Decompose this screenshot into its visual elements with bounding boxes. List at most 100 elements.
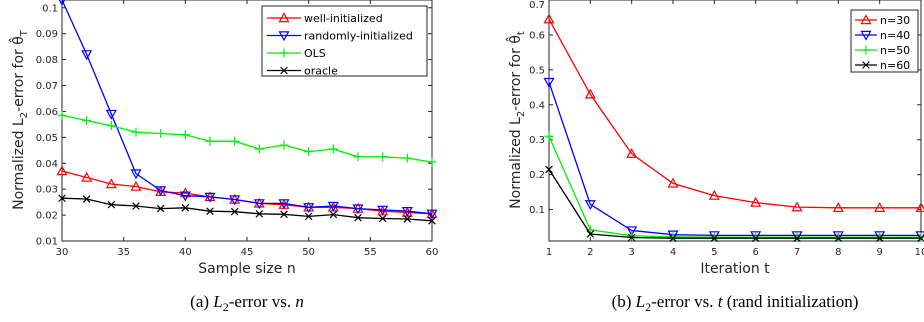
data-point (107, 200, 116, 209)
x-tick-label: 4 (670, 247, 676, 258)
y-tick-label: 0.2 (529, 170, 545, 181)
x-tick-label: 60 (426, 247, 439, 258)
legend-label: OLS (304, 47, 326, 60)
data-point (229, 195, 241, 206)
y-tick-label: 0.06 (36, 107, 58, 118)
series-line-n-40 (548, 81, 921, 237)
legend-label: n=40 (880, 29, 910, 42)
data-point (58, 194, 66, 203)
x-tick-label: 1 (546, 247, 552, 258)
x-tick-label: 50 (302, 247, 315, 258)
x-tick-label: 55 (364, 247, 377, 258)
data-point (875, 232, 885, 242)
data-point (327, 201, 339, 212)
data-point (328, 144, 338, 154)
legend-marker (278, 31, 290, 42)
series-line-randomly-initialized (61, 0, 433, 215)
data-point (751, 232, 761, 242)
x-tick-label: 7 (794, 247, 800, 258)
data-point (105, 178, 117, 189)
data-point (205, 136, 215, 146)
data-point (181, 204, 190, 212)
data-point (57, 110, 67, 120)
data-point (401, 206, 413, 217)
data-point (545, 165, 553, 174)
data-point (253, 199, 265, 210)
data-point (403, 215, 412, 223)
chart-a-xlabel: Sample size n (198, 261, 295, 277)
data-point (279, 140, 289, 150)
data-point (917, 234, 924, 243)
data-point (58, 0, 66, 6)
data-point (584, 88, 596, 99)
data-point (230, 136, 240, 146)
y-tick-label: 0.1 (529, 205, 545, 216)
data-point (353, 152, 363, 162)
data-point (668, 232, 678, 242)
data-point (792, 232, 802, 242)
data-point (180, 130, 190, 140)
legend-marker (279, 48, 289, 58)
x-tick-label: 35 (117, 247, 130, 258)
y-tick-label: 0.3 (529, 135, 545, 146)
x-tick-label: 45 (241, 247, 254, 258)
data-point (543, 77, 555, 88)
data-point (156, 128, 166, 138)
chart-b-legend: n=30 n=40 n=50 n=60 (850, 9, 919, 73)
data-point (627, 233, 636, 242)
legend-label: well-initialized (304, 12, 383, 25)
caption-a: (a) L2-error vs. n (190, 292, 304, 314)
y-tick-label: 0.5 (529, 65, 545, 76)
y-tick-label: 0.03 (36, 185, 58, 196)
data-point (131, 127, 141, 137)
data-point (793, 234, 801, 243)
chart-b: 1 2 3 4 5 6 7 8 9 10 0.1 0.2 0.3 0.4 0.5 0.6 0.7 Iterati… (505, 0, 924, 314)
x-tick-label: 8 (835, 247, 841, 258)
y-tick-label: 0.1 (42, 3, 58, 14)
chart-b-ticks: 1 2 3 4 5 6 7 8 9 10 0.1 0.2 0.3 0.4 0.5 0.6 0.7 (529, 0, 924, 258)
legend-marker (278, 12, 290, 23)
data-point (156, 204, 165, 213)
data-point (81, 50, 93, 61)
data-point (626, 147, 638, 158)
legend-label: oracle (304, 65, 338, 78)
legend-label: n=60 (880, 59, 910, 72)
data-point (627, 231, 637, 241)
data-point (543, 13, 555, 24)
data-point (875, 234, 884, 243)
data-point (874, 202, 886, 213)
y-tick-label: 0.7 (529, 0, 545, 11)
data-point (708, 189, 720, 200)
data-point (130, 169, 142, 180)
y-tick-label: 0.07 (36, 81, 58, 92)
data-point (626, 226, 638, 237)
y-tick-label: 0.09 (36, 29, 58, 40)
series-line-n-60 (548, 169, 921, 239)
x-tick-label: 30 (56, 247, 69, 258)
legend-marker (860, 30, 872, 41)
data-point (303, 203, 315, 214)
y-tick-label: 0.4 (529, 100, 545, 111)
data-point (377, 205, 389, 216)
y-tick-label: 0.05 (36, 133, 58, 144)
chart-a-ylabel: Normalized L2-error for θ̂T (8, 29, 30, 210)
data-point (56, 165, 68, 176)
legend-label: n=30 (880, 14, 910, 27)
x-tick-label: 3 (628, 247, 634, 258)
data-point (204, 192, 216, 203)
data-point (915, 202, 924, 213)
data-point (254, 144, 264, 154)
data-point (206, 207, 214, 215)
data-point (304, 147, 314, 157)
y-tick-label: 0.04 (36, 159, 58, 170)
data-point (791, 201, 803, 212)
data-point (179, 191, 191, 202)
data-point (834, 234, 843, 243)
x-tick-label: 9 (876, 247, 882, 258)
legend-marker (862, 61, 870, 69)
x-tick-label: 5 (711, 247, 717, 258)
data-point (916, 232, 924, 242)
data-point (329, 210, 338, 219)
legend-marker (860, 14, 872, 25)
x-tick-label: 40 (179, 247, 192, 258)
